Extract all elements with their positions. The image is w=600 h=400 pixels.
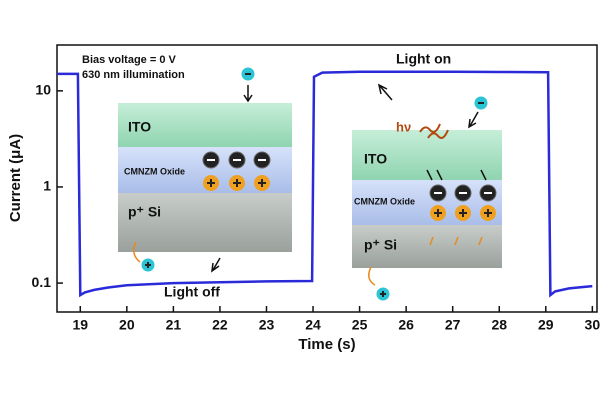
y-tick-label: 0.1 <box>32 274 52 290</box>
layer-label: ITO <box>364 151 387 167</box>
arrows <box>211 83 487 273</box>
layer-label: p⁺ Si <box>364 237 397 253</box>
layer-label: CMNZM Oxide <box>124 166 185 176</box>
plus-sign <box>459 209 467 217</box>
annotation: Bias voltage = 0 V <box>82 54 177 66</box>
y-axis-label: Current (μA) <box>7 134 24 222</box>
photon-label: hν <box>396 119 411 134</box>
x-tick-label: 23 <box>259 317 275 333</box>
x-tick-label: 22 <box>212 317 228 333</box>
annotation: 630 nm illumination <box>82 69 185 81</box>
plus-sign <box>380 291 386 297</box>
x-tick-label: 27 <box>445 317 461 333</box>
y-tick-label: 1 <box>43 178 51 194</box>
current-line <box>57 70 593 298</box>
x-tick-label: 28 <box>491 317 507 333</box>
x-tick-label: 24 <box>305 317 321 333</box>
plus-sign <box>258 179 266 187</box>
x-tick-label: 30 <box>585 317 600 333</box>
plot-frame <box>56 44 598 313</box>
ito-layer <box>118 103 292 147</box>
si-layer <box>352 225 502 268</box>
oxide-layer <box>352 180 502 225</box>
annotation: Light on <box>396 51 451 67</box>
x-tick-label: 21 <box>166 317 182 333</box>
hole-paths <box>133 236 483 286</box>
charges <box>202 151 497 221</box>
free-carriers <box>140 66 489 302</box>
x-axis-label: Time (s) <box>298 336 355 353</box>
y-tick-label: 10 <box>35 82 51 98</box>
plus-sign <box>233 179 241 187</box>
inset-2: ITO CMNZM Oxide p⁺ Si hν <box>352 119 502 268</box>
layer-label: CMNZM Oxide <box>354 196 415 206</box>
layer-label: ITO <box>128 119 151 135</box>
plus-sign <box>145 262 151 268</box>
layer-label: p⁺ Si <box>128 204 161 220</box>
si-layer <box>118 193 292 252</box>
photon-wave <box>419 123 449 139</box>
plus-sign <box>434 209 442 217</box>
plus-sign <box>207 179 215 187</box>
x-tick-label: 25 <box>352 317 368 333</box>
x-tick-label: 19 <box>72 317 88 333</box>
x-tick-label: 20 <box>119 317 135 333</box>
annotation: Light off <box>164 284 220 300</box>
x-tick-label: 29 <box>538 317 554 333</box>
x-tick-label: 26 <box>398 317 414 333</box>
plus-sign <box>484 209 492 217</box>
